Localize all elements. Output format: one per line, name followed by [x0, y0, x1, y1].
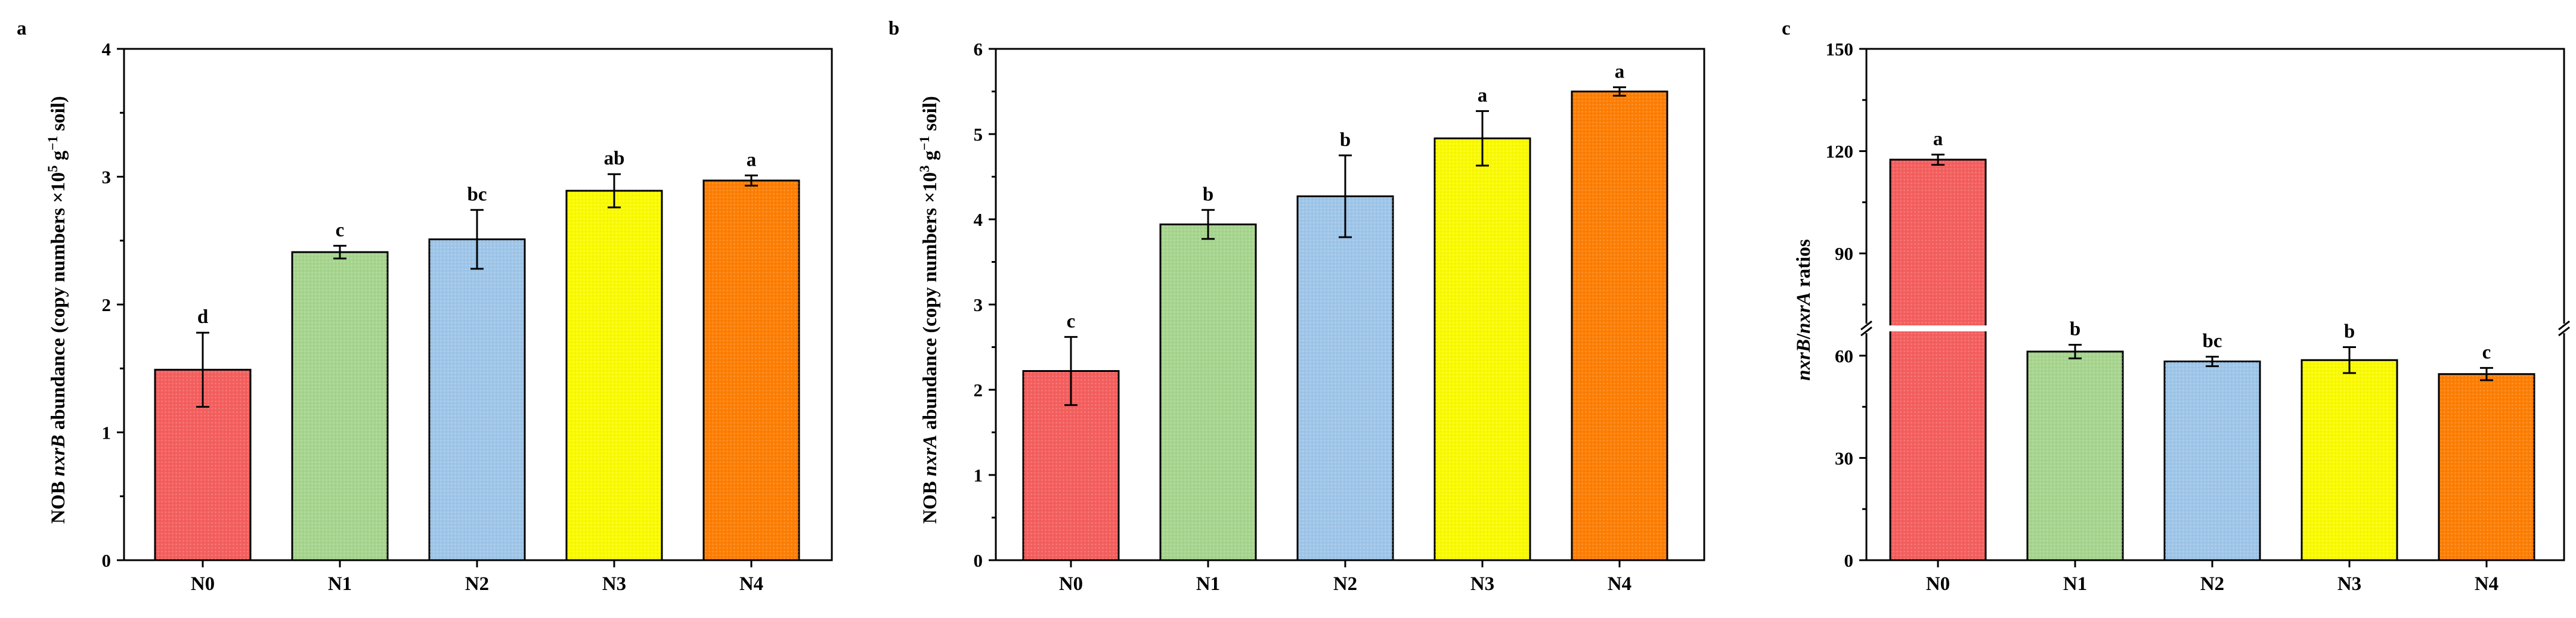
y-tick-label: 4: [974, 209, 983, 230]
x-tick-label: N3: [1470, 573, 1494, 595]
panel-c-ratio: c nxrB/nxrA ratios 0306090120150aN0bN1bc…: [1782, 18, 2570, 595]
x-tick-label: N0: [191, 573, 215, 595]
significance-letter: a: [1615, 61, 1625, 82]
x-tick-label: N2: [1333, 573, 1357, 595]
significance-letter: b: [1340, 129, 1351, 151]
y-axis-title-b: NOB nxrA abundance (copy numbers ×103 g−…: [917, 96, 942, 524]
x-tick-label: N1: [1196, 573, 1220, 595]
significance-letter: c: [1067, 310, 1076, 332]
axis-break-mark: [2558, 326, 2570, 337]
y-tick-label: 150: [1826, 39, 1854, 60]
axis-break-mark: [1860, 320, 1872, 331]
y-tick-label: 1: [974, 465, 983, 486]
panel-letter-a: a: [17, 18, 27, 39]
x-tick-label: N4: [739, 573, 763, 595]
bar-texture: [704, 180, 799, 560]
significance-letter: a: [1478, 85, 1488, 106]
x-tick-label: N1: [328, 573, 352, 595]
y-tick-label: 5: [974, 124, 983, 145]
panel-letter-b: b: [888, 18, 899, 39]
x-tick-label: N3: [602, 573, 626, 595]
y-tick-label: 30: [1835, 448, 1853, 468]
significance-letter: bc: [467, 184, 487, 205]
bar-texture: [2027, 351, 2123, 560]
bar-texture: [429, 239, 525, 561]
axis-break-mark: [1860, 326, 1872, 337]
y-tick-label: 2: [102, 294, 112, 315]
significance-letter: c: [336, 219, 345, 241]
y-tick-label: 0: [974, 550, 983, 571]
significance-letter: ab: [604, 148, 625, 169]
y-tick-label: 3: [102, 167, 112, 188]
plot-area-b: 0 1 2 3 4 5 6 c N0 b N1 b N2 a N3 a N4: [974, 39, 1705, 595]
y-tick-label: 120: [1826, 141, 1854, 162]
significance-letter: b: [2070, 318, 2080, 340]
bar-texture: [1160, 224, 1256, 561]
x-tick-label: N0: [1059, 573, 1083, 595]
bar-texture: [2302, 360, 2397, 560]
x-tick-label: N4: [2475, 573, 2498, 595]
axis-break-gap: [2559, 324, 2569, 334]
x-tick-label: N0: [1926, 573, 1950, 595]
y-tick-label: 90: [1835, 243, 1853, 264]
panel-letter-c: c: [1782, 18, 1791, 39]
axis-break-mark: [2558, 320, 2570, 331]
bar-texture: [1298, 196, 1393, 560]
plot-area-c: 0 30 60 90 120 150 a N0 b N1 bc N2 b N3 c N4: [1826, 39, 2570, 595]
bar-texture: [292, 252, 388, 560]
y-tick-label: 0: [102, 550, 112, 571]
bar-texture: [1572, 91, 1667, 560]
x-tick-label: N2: [465, 573, 489, 595]
axis-break-gap: [1861, 324, 1872, 334]
bar-texture: [566, 191, 662, 561]
y-tick-label: 3: [974, 294, 983, 315]
plot-area-a: 0 1 2 3 4 d N0 c N1 bc N2 ab N3 a N4: [102, 39, 833, 595]
y-tick-label: 1: [102, 423, 112, 443]
significance-letter: b: [1203, 184, 1213, 205]
bar-texture: [2165, 361, 2260, 560]
y-tick-label: 60: [1835, 346, 1853, 367]
y-axis-title-a: NOB nxrB abundance (copy numbers ×105 g−…: [45, 96, 70, 524]
y-tick-label: 6: [974, 39, 983, 60]
x-tick-label: N4: [1608, 573, 1631, 595]
significance-letter: d: [197, 306, 208, 328]
significance-letter: b: [2344, 321, 2355, 343]
axis-break-gap: [1889, 325, 1987, 332]
bar-texture: [2439, 374, 2534, 560]
significance-letter: c: [2482, 341, 2491, 363]
panel-b-nxrA-abundance: b NOB nxrA abundance (copy numbers ×103 …: [888, 18, 1705, 595]
significance-letter: a: [1933, 128, 1943, 150]
y-tick-label: 2: [974, 380, 983, 400]
significance-letter: bc: [2203, 331, 2222, 352]
x-tick-label: N3: [2337, 573, 2361, 595]
panel-a-nxrB-abundance: a NOB nxrB abundance (copy numbers ×105 …: [17, 18, 833, 595]
x-tick-label: N1: [2063, 573, 2087, 595]
bar-texture: [1435, 138, 1530, 560]
bar-texture: [1890, 159, 1986, 560]
significance-letter: a: [747, 149, 757, 170]
x-tick-label: N2: [2200, 573, 2224, 595]
y-tick-label: 0: [1844, 550, 1854, 571]
y-tick-label: 4: [102, 39, 112, 60]
y-axis-title-c: nxrB/nxrA ratios: [1793, 239, 1815, 381]
